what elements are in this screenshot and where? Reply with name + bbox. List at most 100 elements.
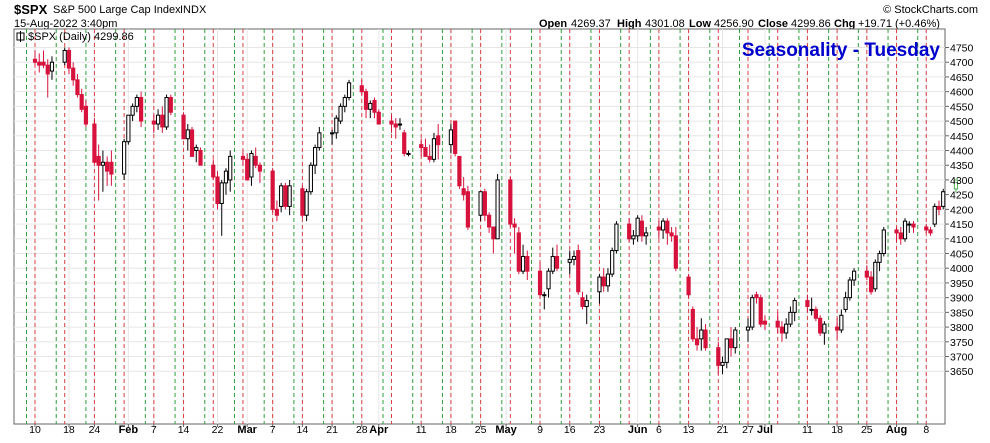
candle bbox=[270, 168, 275, 213]
candle bbox=[211, 159, 216, 180]
y-tick-label: 4500 bbox=[950, 116, 974, 128]
x-tick-label: 13 bbox=[683, 424, 695, 436]
candle bbox=[279, 182, 284, 213]
candle-body bbox=[784, 323, 789, 334]
candle-body bbox=[635, 217, 640, 237]
candle bbox=[37, 53, 42, 73]
y-tick-label: 4650 bbox=[950, 72, 974, 84]
x-tick-label: 7 bbox=[270, 424, 276, 436]
candle-body bbox=[571, 255, 577, 260]
candle-body bbox=[283, 185, 288, 207]
candle-body bbox=[308, 164, 313, 193]
candle-body bbox=[928, 229, 933, 234]
candle bbox=[669, 227, 674, 242]
y-tick-label: 4150 bbox=[950, 219, 974, 231]
candle bbox=[151, 115, 156, 133]
y-tick-label: 4350 bbox=[950, 160, 974, 172]
candle bbox=[83, 100, 89, 127]
candle bbox=[576, 244, 581, 295]
candle-body bbox=[851, 270, 857, 281]
candle bbox=[694, 327, 700, 351]
candle-body bbox=[75, 79, 80, 96]
candle bbox=[155, 109, 161, 130]
candle bbox=[240, 150, 246, 166]
candle-body bbox=[537, 270, 543, 296]
y-tick-label: 3850 bbox=[950, 307, 974, 319]
candle-body bbox=[520, 255, 526, 272]
y-axis: 3650 3700 3750 3800 3850 3900 3950 4000 4050 4100… bbox=[945, 43, 974, 378]
candle-body bbox=[601, 276, 606, 287]
candle-body bbox=[512, 223, 517, 228]
candle bbox=[924, 224, 929, 233]
candle-body bbox=[397, 123, 403, 126]
y-tick-label: 4250 bbox=[950, 190, 974, 202]
candle bbox=[45, 59, 50, 98]
candle bbox=[665, 218, 670, 245]
candle bbox=[92, 118, 97, 163]
candle bbox=[550, 247, 555, 275]
candle-body bbox=[393, 123, 398, 128]
candle-body bbox=[71, 67, 76, 81]
candle-body bbox=[873, 261, 878, 290]
candle bbox=[716, 341, 721, 375]
chart-security-name: S&P 500 Large Cap Index bbox=[53, 4, 181, 16]
candle-body bbox=[694, 338, 700, 346]
candle bbox=[639, 215, 644, 242]
candle bbox=[818, 315, 823, 336]
candle-body bbox=[436, 135, 441, 146]
chart-date: 15-Aug-2022 3:40pm bbox=[14, 18, 117, 30]
close-value: 4299.86 bbox=[791, 18, 831, 30]
candle bbox=[525, 250, 530, 280]
candle-body bbox=[567, 258, 572, 263]
candle bbox=[813, 306, 818, 322]
x-tick-label: 8 bbox=[923, 424, 929, 436]
candle bbox=[902, 218, 908, 242]
candle bbox=[614, 221, 619, 254]
candle bbox=[775, 312, 780, 333]
candle bbox=[41, 50, 46, 69]
candle-body bbox=[605, 273, 611, 287]
candle-body bbox=[482, 191, 487, 216]
candle-body bbox=[818, 317, 823, 334]
candle bbox=[627, 218, 632, 242]
candle bbox=[139, 91, 144, 127]
y-tick-label: 3750 bbox=[950, 337, 974, 349]
candle bbox=[181, 112, 186, 140]
candle-body bbox=[584, 300, 589, 307]
candle-body bbox=[164, 97, 169, 128]
candle bbox=[274, 200, 280, 222]
chart-title: Seasonality - Tuesday bbox=[742, 40, 941, 61]
candle-body bbox=[542, 294, 547, 297]
candle bbox=[105, 156, 110, 186]
candle bbox=[487, 212, 492, 233]
candle-body bbox=[168, 97, 173, 113]
candle bbox=[334, 115, 339, 139]
candle bbox=[673, 227, 678, 272]
candle bbox=[567, 250, 572, 275]
candle bbox=[245, 153, 250, 181]
low-label: Low bbox=[689, 18, 711, 30]
candle-body bbox=[953, 179, 959, 190]
candle-body bbox=[181, 114, 186, 140]
y-tick-label: 4000 bbox=[950, 263, 974, 275]
candle bbox=[571, 250, 577, 266]
candle-body bbox=[372, 99, 377, 113]
candle bbox=[308, 162, 313, 195]
candle-body bbox=[160, 114, 165, 128]
candle-body bbox=[758, 297, 763, 325]
candle-body bbox=[32, 58, 38, 63]
candle-body bbox=[478, 191, 483, 216]
y-tick-label: 4750 bbox=[950, 43, 974, 55]
x-tick-label: 11 bbox=[416, 424, 427, 436]
candle-body bbox=[720, 361, 725, 366]
candle-body bbox=[656, 226, 661, 231]
candle bbox=[601, 268, 606, 292]
candle-body bbox=[762, 320, 768, 325]
candle-body bbox=[313, 147, 318, 166]
candle bbox=[703, 324, 708, 351]
candle-body bbox=[631, 235, 636, 240]
candle-body bbox=[907, 223, 912, 226]
x-tick-label: 14 bbox=[178, 424, 190, 436]
x-tick-label: 25 bbox=[475, 424, 487, 436]
